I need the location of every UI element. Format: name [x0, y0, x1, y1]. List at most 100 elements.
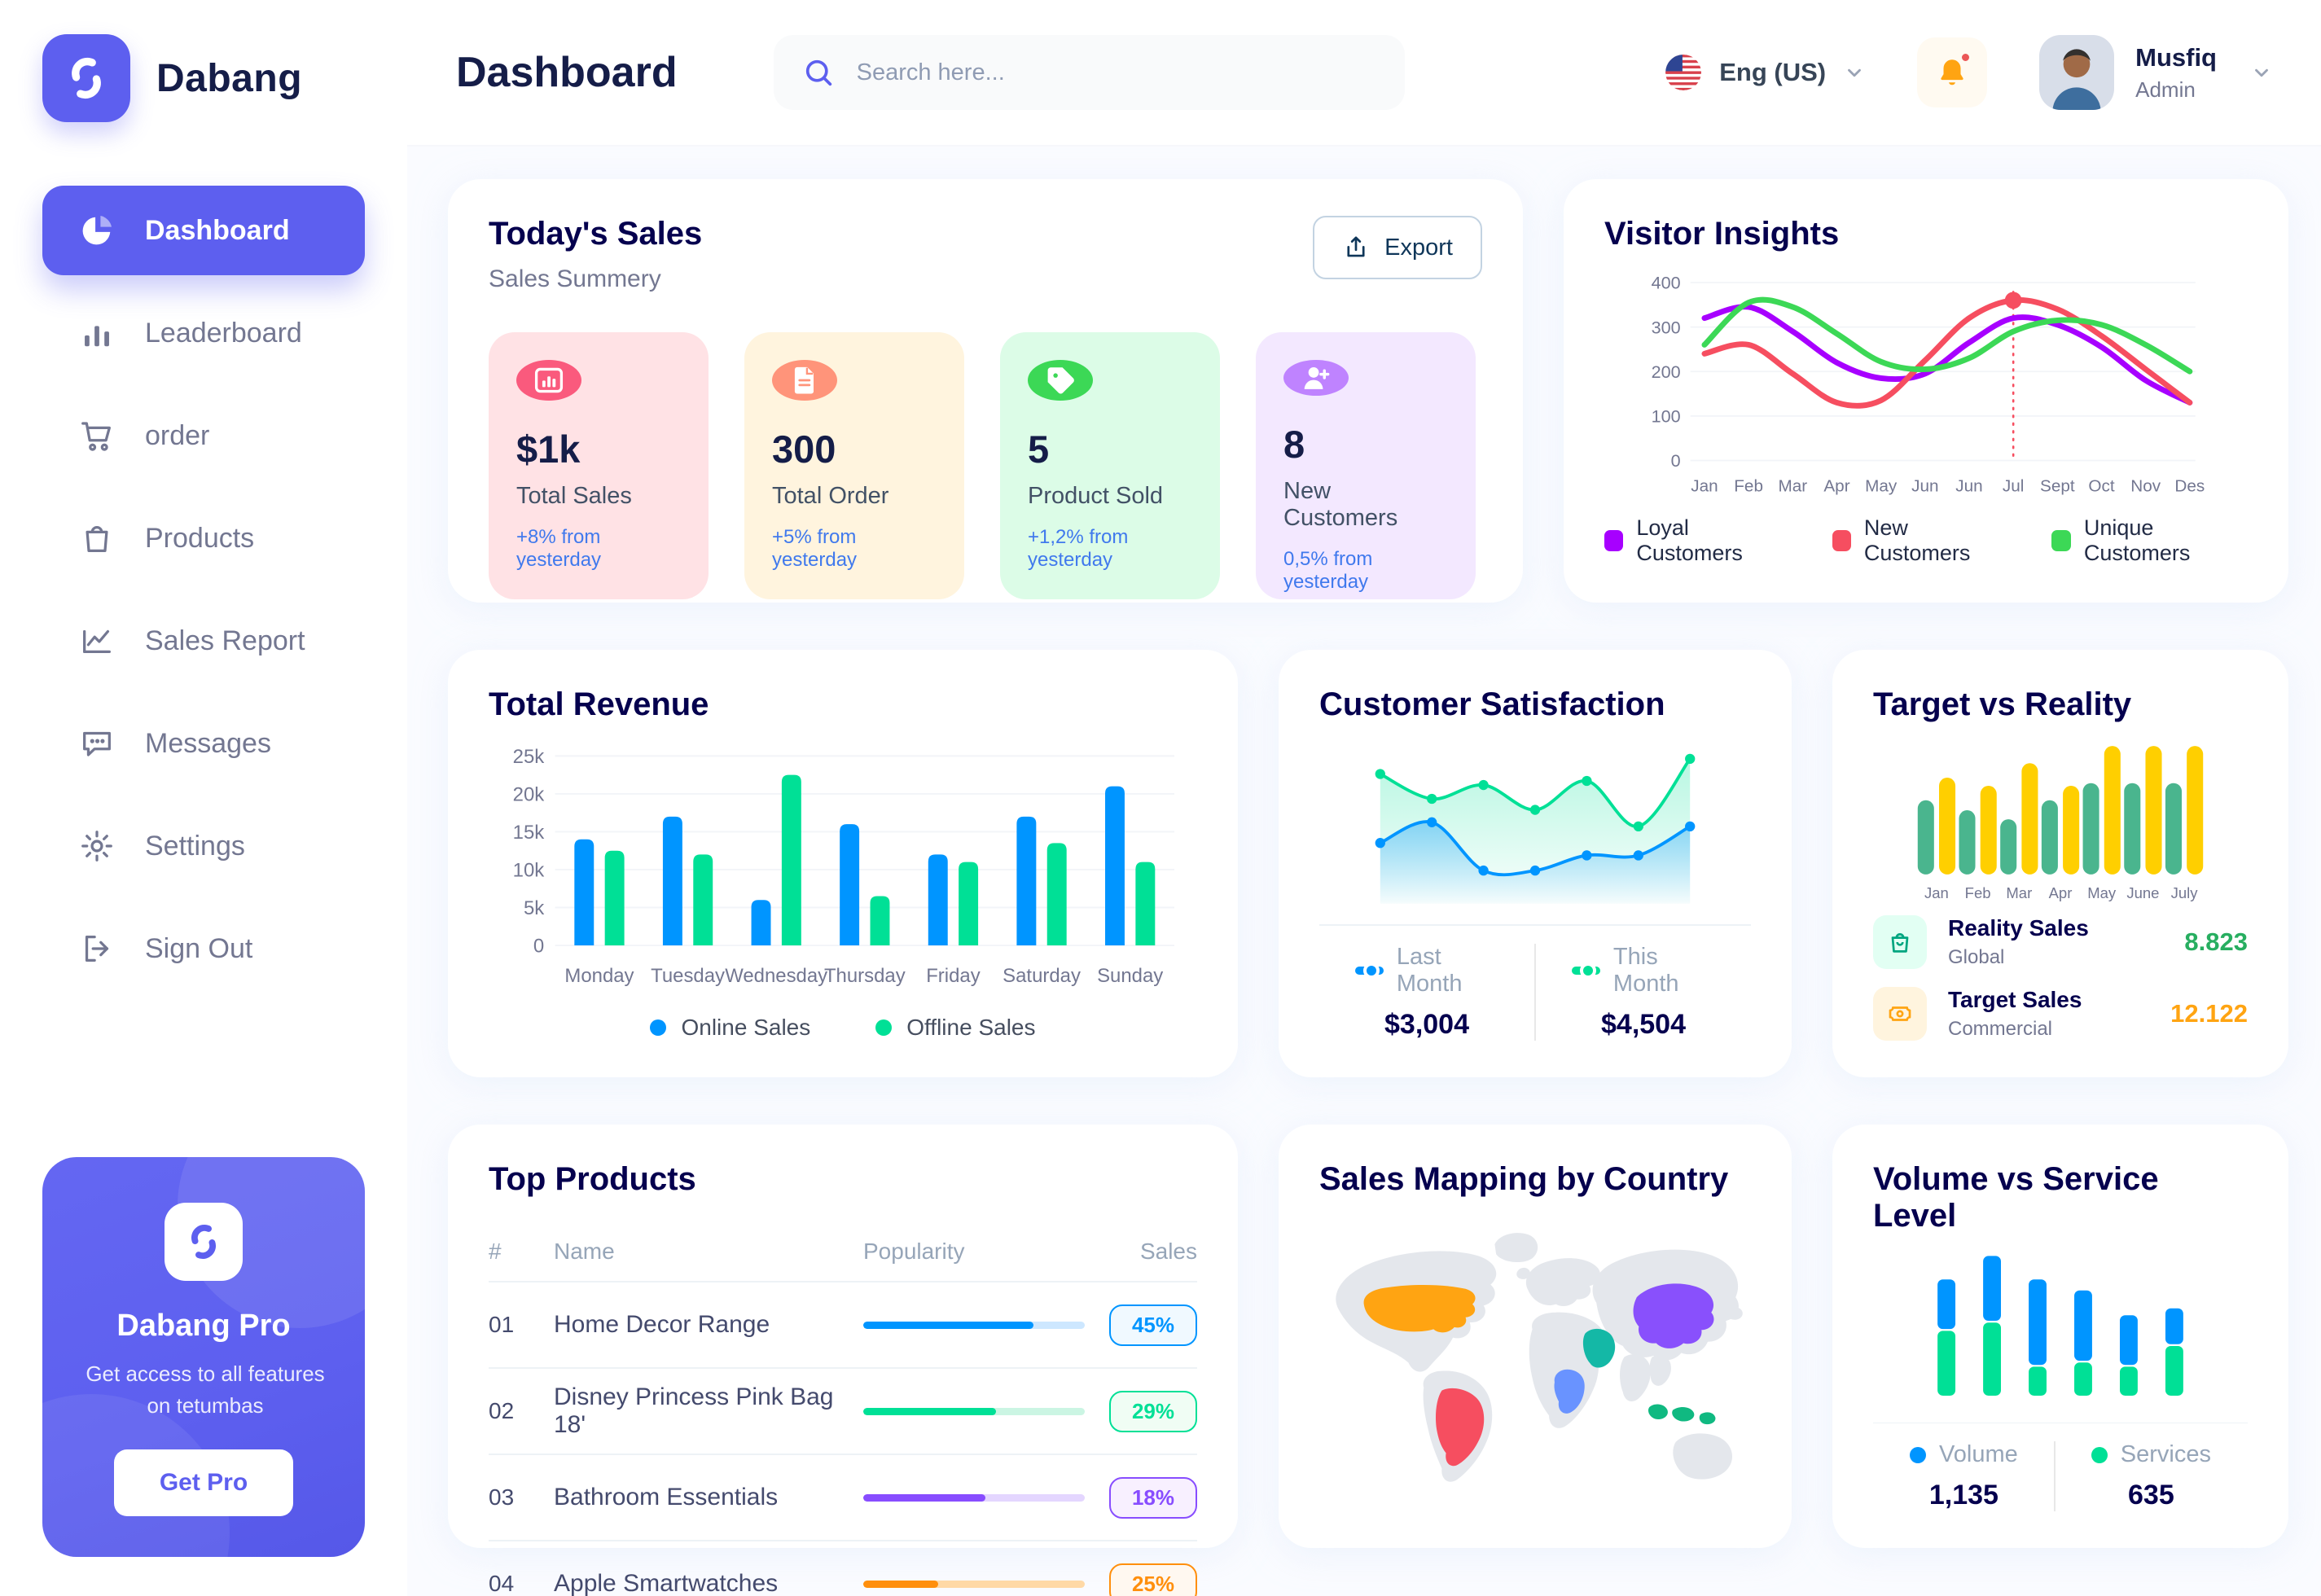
sidebar-item-messages[interactable]: Messages	[42, 699, 365, 788]
legend-item-loyal-customers: Loyal Customers	[1604, 515, 1785, 566]
notification-badge	[1959, 50, 1973, 64]
svg-text:Thursday: Thursday	[824, 965, 906, 987]
bar-target	[2187, 746, 2204, 875]
get-pro-button[interactable]: Get Pro	[113, 1449, 294, 1516]
sidebar-item-products[interactable]: Products	[42, 493, 365, 583]
sidebar-item-leaderboard[interactable]: Leaderboard	[42, 288, 365, 378]
sidebar-item-sign-out[interactable]: Sign Out	[42, 904, 365, 993]
notifications-button[interactable]	[1917, 37, 1988, 107]
legend-item-this-month: This Month $4,504	[1534, 944, 1751, 1041]
map-saudi-arabia	[1582, 1328, 1616, 1368]
legend-item-last-month: Last Month $3,004	[1319, 944, 1534, 1041]
stat-change: +8% from yesterday	[516, 526, 602, 571]
user-name: Musfiq	[2135, 42, 2217, 72]
header: Dashboard Eng (US) Mu	[407, 0, 2321, 147]
bar-offline	[604, 850, 625, 946]
pie-chart-icon	[78, 212, 116, 249]
pro-logo-icon	[165, 1203, 243, 1281]
bar-services	[2029, 1366, 2047, 1396]
svg-text:Des: Des	[2174, 476, 2205, 495]
product-rank: 04	[489, 1571, 515, 1596]
bar-offline	[693, 854, 713, 946]
stat-card-total-order: 300 Total Order +5% from yesterday	[744, 332, 964, 599]
bar-target	[2063, 786, 2080, 875]
sidebar-item-dashboard[interactable]: Dashboard	[42, 186, 365, 275]
sidebar-item-settings[interactable]: Settings	[42, 801, 365, 891]
line-chart-icon	[78, 622, 116, 660]
total-revenue-title: Total Revenue	[489, 686, 709, 722]
target-vs-reality-title: Target vs Reality	[1873, 686, 2132, 722]
customer-satisfaction-card: Customer Satisfaction Last Month $3,004 Th…	[1279, 650, 1792, 1077]
visitor-insights-chart: 0 100 200 300 400 Jan Feb Mar Apr May Jun Jun Jul Sep…	[1652, 273, 2205, 496]
brand-logo-icon	[42, 34, 130, 122]
legend-row-target-sales: Target Sales Commercial 12.122	[1873, 987, 2248, 1041]
legend-value: $3,004	[1384, 1009, 1469, 1040]
svg-text:0: 0	[1671, 450, 1681, 471]
legend-value: $4,504	[1601, 1009, 1686, 1040]
sidebar-item-label: Leaderboard	[145, 317, 302, 349]
svg-text:Sunday: Sunday	[1097, 965, 1163, 987]
search-bar[interactable]	[773, 35, 1405, 110]
top-products-table: # Name Popularity Sales 01 Home Decor Range 4…	[489, 1222, 1197, 1596]
bar-reality	[2124, 783, 2141, 875]
stat-file-icon	[772, 360, 837, 401]
export-button[interactable]: Export	[1313, 216, 1482, 279]
bar-chart-icon	[78, 314, 116, 352]
bar-online	[751, 900, 771, 946]
sidebar-nav: Dashboard Leaderboard order Products Sales R…	[42, 186, 365, 993]
stat-card-product-sold: 5 Product Sold +1,2% from yesterday	[1000, 332, 1220, 599]
visitor-insights-title: Visitor Insights	[1604, 216, 1840, 252]
svg-text:Saturday: Saturday	[1003, 965, 1081, 987]
line-unique-customers	[1701, 296, 2193, 375]
svg-text:5k: 5k	[524, 897, 544, 919]
avatar	[2039, 35, 2115, 110]
total-revenue-card: Total Revenue 0 5k 10k 15k 20k 25k Monday Tuesd…	[448, 650, 1238, 1077]
sales-badge: 18%	[1109, 1476, 1197, 1519]
svg-text:Jun: Jun	[1911, 476, 1938, 495]
product-rank: 02	[489, 1398, 515, 1423]
svg-text:Tuesday: Tuesday	[651, 965, 725, 987]
svg-text:Wednesday: Wednesday	[725, 965, 827, 987]
customer-satisfaction-chart	[1375, 753, 1696, 904]
sales-badge: 45%	[1109, 1304, 1197, 1346]
user-role: Admin	[2135, 77, 2196, 102]
bar-target	[1939, 778, 1956, 875]
brand[interactable]: Dabang	[42, 34, 365, 122]
dashboard-content: Today's Sales Sales Summery Export $1k To…	[407, 147, 2321, 1596]
ticket-icon	[1873, 987, 1927, 1041]
sidebar-item-label: order	[145, 419, 210, 451]
profile-menu[interactable]: Musfiq Admin	[2039, 35, 2272, 110]
product-rank: 03	[489, 1484, 515, 1510]
stat-value: 300	[772, 428, 836, 471]
top-products-card: Top Products # Name Popularity Sales 01 Home…	[448, 1125, 1238, 1596]
svg-text:Friday: Friday	[926, 965, 981, 987]
bar-reality	[2165, 783, 2182, 875]
volume-service-chart	[1937, 1256, 2183, 1396]
customer-satisfaction-legend: Last Month $3,004 This Month $4,504	[1319, 944, 1751, 1041]
language-selector[interactable]: Eng (US)	[1665, 55, 1865, 90]
column-header-popularity: Popularity	[863, 1239, 965, 1264]
sidebar-item-sales-report[interactable]: Sales Report	[42, 596, 365, 686]
sidebar-item-label: Dashboard	[145, 214, 290, 246]
legend-item-services: Services 635	[2053, 1441, 2247, 1511]
stat-change: +5% from yesterday	[772, 526, 858, 571]
legend-value: 8.823	[2184, 927, 2248, 956]
svg-text:July: July	[2171, 884, 2199, 901]
svg-text:Jan: Jan	[1691, 476, 1718, 495]
column-header-name: Name	[554, 1239, 615, 1264]
stat-label: Total Sales	[516, 483, 632, 509]
stat-card-new-customers: 8 New Customers 0,5% from yesterday	[1256, 332, 1476, 599]
bar-offline	[1135, 862, 1156, 946]
gear-icon	[78, 827, 116, 865]
legend-item-volume: Volume 1,135	[1874, 1441, 2054, 1511]
bar-target	[1980, 786, 1997, 875]
legend-sub: Global	[1948, 946, 2005, 968]
svg-text:May: May	[2087, 884, 2117, 901]
sidebar-item-order[interactable]: order	[42, 391, 365, 480]
popularity-bar	[863, 1407, 1085, 1415]
todays-sales-card: Today's Sales Sales Summery Export $1k To…	[448, 179, 1523, 603]
search-input[interactable]	[854, 58, 1377, 87]
bar-reality	[2000, 819, 2017, 875]
bar-reality	[2082, 783, 2099, 875]
bar-online	[662, 816, 682, 946]
